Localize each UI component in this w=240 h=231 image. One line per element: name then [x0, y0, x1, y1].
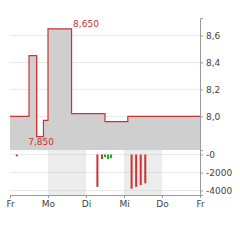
tick-label: 8,2	[206, 85, 220, 95]
grid-line	[10, 35, 200, 36]
panel: -4000 -2000 -0 Fr Mo Di Mi Do Fr	[6, 150, 232, 210]
tick-mark	[200, 116, 203, 117]
bar	[135, 155, 137, 187]
tick: 8,4	[200, 58, 221, 68]
tick-label: Do	[156, 199, 169, 209]
axis-line	[201, 19, 204, 151]
tick-mark	[86, 195, 87, 198]
tick-mark	[200, 155, 203, 156]
tick-mark	[200, 36, 203, 37]
bar	[107, 155, 109, 160]
tick-label: 8,6	[206, 31, 221, 41]
tick: Mo	[42, 195, 56, 209]
tick: -4000	[200, 186, 232, 196]
tick-label: Mo	[42, 199, 56, 209]
y-axis: 8,0 8,2 8,4 8,6	[200, 19, 221, 151]
tick-mark	[124, 195, 125, 198]
plot-area	[10, 150, 200, 195]
tick-mark	[10, 195, 11, 198]
tick-mark	[200, 62, 203, 63]
tick: -2000	[200, 168, 232, 178]
line	[10, 29, 200, 137]
tick: Fr	[196, 195, 205, 209]
annotation: 8,650	[73, 19, 99, 29]
axis-line	[11, 196, 201, 199]
tick: Mi	[119, 195, 129, 209]
chart: 8,0 8,2 8,4 8,6 8,650 7,850 -4000 -2000 -0 Fr Mo Di…	[0, 0, 240, 231]
x-axis: Fr Mo Di Mi Do Fr	[6, 195, 205, 209]
panel: 8,0 8,2 8,4 8,6 8,650 7,850	[10, 19, 221, 151]
tick-mark	[200, 89, 203, 90]
tick-label: -4000	[206, 186, 232, 196]
grid-line	[10, 190, 200, 191]
tick-label: 8,4	[206, 58, 221, 68]
bar	[131, 155, 133, 189]
line	[36, 56, 37, 137]
tick: 8,2	[200, 85, 220, 95]
bar	[101, 155, 103, 160]
y-axis: -4000 -2000 -0	[200, 150, 232, 196]
tick-label: -0	[206, 150, 215, 160]
tick-mark	[200, 195, 201, 198]
grid-line	[10, 172, 200, 173]
tick: Di	[82, 195, 91, 209]
area	[10, 29, 200, 150]
tick: 8,6	[200, 31, 221, 41]
bar	[16, 155, 18, 157]
tick-label: -2000	[206, 168, 232, 178]
tick-label: Di	[82, 199, 91, 209]
tick: Fr	[6, 195, 15, 209]
bar	[140, 155, 142, 186]
tick: 8,0	[200, 112, 221, 122]
tick-label: Fr	[196, 199, 205, 209]
tick-mark	[200, 173, 203, 174]
annotation: 7,850	[28, 137, 54, 147]
tick-label: 8,0	[206, 112, 221, 122]
tick: -0	[200, 150, 215, 160]
bar	[110, 155, 112, 159]
tick-mark	[162, 195, 163, 198]
plot-area	[10, 29, 200, 150]
grid-line	[10, 62, 200, 63]
grid-line	[10, 89, 200, 90]
tick-mark	[200, 191, 203, 192]
tick: Do	[156, 195, 169, 209]
axis-line	[201, 151, 204, 196]
tick-label: Mi	[119, 199, 129, 209]
bar	[96, 155, 98, 187]
bar	[144, 155, 146, 184]
bar	[104, 155, 106, 158]
tick-mark	[48, 195, 49, 198]
tick-label: Fr	[6, 199, 15, 209]
